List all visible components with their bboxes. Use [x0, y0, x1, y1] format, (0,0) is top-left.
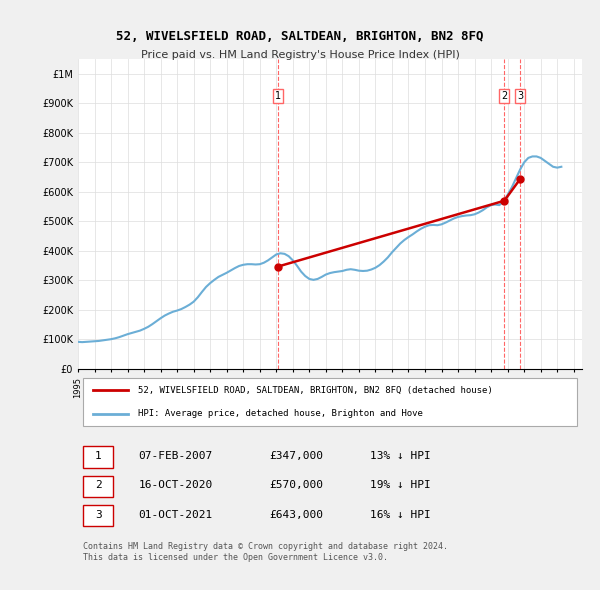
Text: 16% ↓ HPI: 16% ↓ HPI	[370, 510, 431, 520]
Text: 16-OCT-2020: 16-OCT-2020	[139, 480, 213, 490]
FancyBboxPatch shape	[83, 476, 113, 497]
Text: 01-OCT-2021: 01-OCT-2021	[139, 510, 213, 520]
Text: 13% ↓ HPI: 13% ↓ HPI	[370, 451, 431, 461]
Text: Price paid vs. HM Land Registry's House Price Index (HPI): Price paid vs. HM Land Registry's House …	[140, 50, 460, 60]
FancyBboxPatch shape	[83, 378, 577, 426]
Text: 1: 1	[275, 91, 281, 101]
Text: 52, WIVELSFIELD ROAD, SALTDEAN, BRIGHTON, BN2 8FQ: 52, WIVELSFIELD ROAD, SALTDEAN, BRIGHTON…	[116, 30, 484, 42]
Text: 2: 2	[501, 91, 508, 101]
Text: 1: 1	[95, 451, 101, 461]
FancyBboxPatch shape	[83, 505, 113, 526]
FancyBboxPatch shape	[83, 447, 113, 468]
Text: £570,000: £570,000	[269, 480, 323, 490]
Text: £347,000: £347,000	[269, 451, 323, 461]
Text: 3: 3	[95, 510, 101, 520]
Text: 19% ↓ HPI: 19% ↓ HPI	[370, 480, 431, 490]
Text: 2: 2	[95, 480, 101, 490]
Text: 3: 3	[517, 91, 523, 101]
Text: HPI: Average price, detached house, Brighton and Hove: HPI: Average price, detached house, Brig…	[139, 409, 424, 418]
Text: 07-FEB-2007: 07-FEB-2007	[139, 451, 213, 461]
Text: £643,000: £643,000	[269, 510, 323, 520]
Text: 52, WIVELSFIELD ROAD, SALTDEAN, BRIGHTON, BN2 8FQ (detached house): 52, WIVELSFIELD ROAD, SALTDEAN, BRIGHTON…	[139, 386, 493, 395]
Text: Contains HM Land Registry data © Crown copyright and database right 2024.
This d: Contains HM Land Registry data © Crown c…	[83, 542, 448, 562]
